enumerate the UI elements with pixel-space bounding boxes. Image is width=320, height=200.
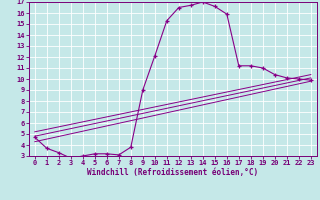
X-axis label: Windchill (Refroidissement éolien,°C): Windchill (Refroidissement éolien,°C) — [87, 168, 258, 177]
